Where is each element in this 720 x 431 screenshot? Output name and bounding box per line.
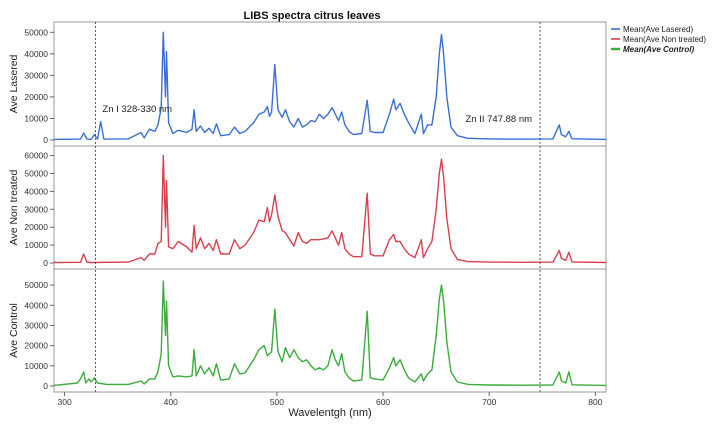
y-tick-label: 60000 — [24, 151, 48, 161]
x-axis: 300 400 500 600 700 800 — [58, 392, 603, 407]
legend-item-2[interactable]: Mean(Ave Non treated) — [611, 35, 706, 44]
y-tick-label: 30000 — [24, 70, 48, 80]
reference-line-label: Zn I 328-330 nm — [102, 104, 172, 115]
y-tick-label: 30000 — [24, 320, 48, 330]
panel-3: 0 10000 20000 30000 40000 50000 Ave Control — [8, 268, 607, 393]
x-tick-label: 600 — [376, 397, 390, 407]
chart-title: LIBS spectra citrus leaves — [244, 10, 381, 22]
spectrum-line-3 — [53, 280, 607, 387]
reference-line-label: Zn II 747.88 nm — [466, 114, 533, 125]
y-tick-label: 10000 — [24, 240, 48, 250]
y-tick-label: 0 — [43, 381, 48, 391]
y-axis-label: Ave Non treated — [8, 170, 20, 246]
reference-lines: Zn I 328-330 nm Zn II 747.88 nm — [95, 22, 541, 392]
y-tick-label: 10000 — [24, 113, 48, 123]
y-tick-label: 50000 — [24, 27, 48, 37]
x-tick-label: 400 — [164, 397, 178, 407]
y-tick-label: 0 — [43, 258, 48, 268]
legend-label: Mean(Ave Lasered) — [623, 25, 693, 34]
x-tick-label: 300 — [58, 397, 72, 407]
x-axis-label: Wavelentgh (nm) — [288, 407, 371, 419]
y-tick-label: 30000 — [24, 204, 48, 214]
spectrum-line-2 — [53, 154, 607, 264]
y-tick-label: 10000 — [24, 361, 48, 371]
legend[interactable]: Mean(Ave Lasered)Mean(Ave Non treated)Me… — [611, 25, 706, 54]
y-tick-label: 40000 — [24, 49, 48, 59]
y-axis-label: Ave Lasered — [8, 54, 20, 113]
legend-item-3[interactable]: Mean(Ave Control) — [611, 45, 694, 54]
legend-label: Mean(Ave Control) — [623, 45, 694, 54]
y-tick-label: 20000 — [24, 341, 48, 351]
x-tick-label: 500 — [270, 397, 284, 407]
x-tick-label: 800 — [588, 397, 602, 407]
y-tick-label: 40000 — [24, 300, 48, 310]
panel-frame — [53, 268, 607, 393]
x-tick-label: 700 — [482, 397, 496, 407]
legend-item-1[interactable]: Mean(Ave Lasered) — [611, 25, 693, 34]
y-tick-label: 40000 — [24, 186, 48, 196]
y-tick-label: 20000 — [24, 222, 48, 232]
y-tick-label: 20000 — [24, 92, 48, 102]
y-axis-label: Ave Control — [8, 303, 20, 358]
y-tick-label: 50000 — [24, 280, 48, 290]
legend-label: Mean(Ave Non treated) — [623, 35, 706, 44]
y-tick-label: 50000 — [24, 168, 48, 178]
spectrum-line-1 — [53, 31, 607, 141]
panels-group: 0 10000 20000 30000 40000 50000 Ave Lasered 0 10… — [8, 21, 607, 393]
y-tick-label: 0 — [43, 135, 48, 145]
